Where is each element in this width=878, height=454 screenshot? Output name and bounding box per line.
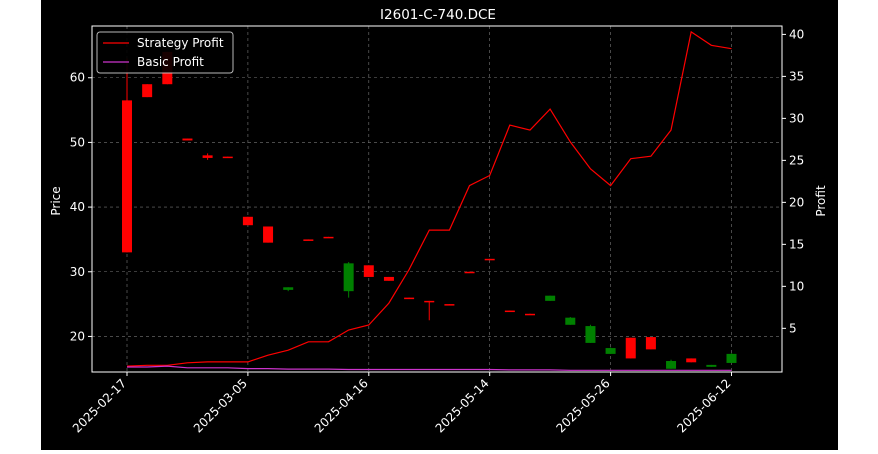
y2-tick-label: 5 bbox=[789, 321, 797, 335]
candle-body bbox=[585, 326, 596, 343]
y-axis-label: Price bbox=[49, 186, 63, 215]
chart-title: I2601-C-740.DCE bbox=[380, 7, 496, 23]
candle-body bbox=[263, 226, 274, 243]
candle-body bbox=[283, 287, 294, 290]
candle-body bbox=[726, 353, 737, 363]
candle-body bbox=[686, 358, 697, 363]
candle-body bbox=[565, 317, 576, 325]
candle-body bbox=[645, 337, 656, 350]
candle-body bbox=[424, 300, 435, 303]
x-tick-label: 2025-04-16 bbox=[312, 376, 371, 435]
y2-tick-label: 20 bbox=[789, 195, 804, 209]
candle-body bbox=[142, 84, 153, 98]
legend-label-strategy: Strategy Profit bbox=[137, 36, 224, 50]
legend-label-basic: Basic Profit bbox=[137, 55, 204, 69]
candle-body bbox=[182, 138, 193, 141]
candle-body bbox=[484, 258, 495, 261]
plot-frame bbox=[91, 25, 783, 373]
candle-body bbox=[383, 276, 394, 281]
candle-body bbox=[343, 263, 354, 292]
y-tick-label: 60 bbox=[70, 71, 85, 85]
candle-body bbox=[545, 295, 556, 301]
legend-box bbox=[96, 31, 234, 74]
y2-tick-label: 25 bbox=[789, 153, 804, 167]
axes: 20 30 40 50 60 5 10 15 20 25 30 35 40 2025-02-17 2025-… bbox=[70, 27, 805, 435]
y2-tick-label: 35 bbox=[789, 69, 804, 83]
y2-tick-label: 10 bbox=[789, 279, 804, 293]
candle-body bbox=[242, 216, 253, 226]
candles bbox=[122, 51, 737, 369]
legend: Strategy Profit Basic Profit bbox=[96, 31, 234, 74]
y-tick-label: 50 bbox=[70, 135, 85, 149]
x-tick-label: 2025-06-12 bbox=[674, 376, 733, 435]
candle-body bbox=[605, 348, 616, 354]
x-tick-label: 2025-02-17 bbox=[70, 376, 129, 435]
x-tick-label: 2025-03-05 bbox=[191, 376, 250, 435]
candle-body bbox=[202, 155, 213, 158]
candle-body bbox=[363, 265, 374, 277]
candle-body bbox=[122, 100, 132, 253]
candlestick-chart: I2601-C-740.DCE 20 30 40 50 60 5 10 15 20 25 30 35 4… bbox=[49, 7, 828, 435]
y-tick-label: 40 bbox=[70, 200, 85, 214]
y-tick-label: 20 bbox=[70, 329, 85, 343]
y2-tick-label: 30 bbox=[789, 111, 804, 125]
x-tick-label: 2025-05-26 bbox=[554, 376, 613, 435]
candle-body bbox=[666, 361, 677, 369]
candle-body bbox=[222, 156, 233, 159]
candle-body bbox=[525, 313, 535, 316]
candle-body bbox=[404, 297, 415, 300]
candle-body bbox=[444, 304, 455, 306]
x-tick-label: 2025-05-14 bbox=[433, 376, 492, 435]
candle-body bbox=[303, 239, 314, 241]
candle-body bbox=[504, 310, 515, 313]
candle-body bbox=[625, 337, 636, 359]
strategy-profit-line bbox=[126, 30, 732, 367]
profit-lines bbox=[126, 30, 732, 371]
candle-body bbox=[706, 364, 717, 367]
grid-lines bbox=[92, 26, 782, 372]
y2-tick-label: 15 bbox=[789, 237, 804, 251]
y2-tick-label: 40 bbox=[789, 27, 804, 41]
candle-body bbox=[323, 236, 334, 239]
chart-figure: I2601-C-740.DCE 20 30 40 50 60 5 10 15 20 25 30 35 4… bbox=[41, 0, 838, 450]
y2-axis-label: Profit bbox=[814, 185, 828, 217]
basic-profit-line bbox=[127, 365, 732, 371]
y-tick-label: 30 bbox=[70, 265, 85, 279]
candle-body bbox=[464, 271, 475, 274]
